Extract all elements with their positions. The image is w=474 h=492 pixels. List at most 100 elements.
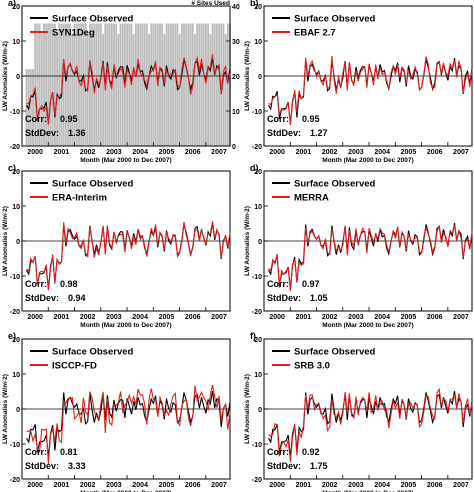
sites-bar <box>91 23 94 146</box>
sites-bar <box>99 23 102 146</box>
panel-label: a) <box>8 0 16 8</box>
y-tick-label: 20 <box>12 169 20 176</box>
sites-bar <box>126 23 129 146</box>
x-axis-label: Month (Mar 2000 to Dec 2007) <box>322 322 413 329</box>
y-tick-label: -20 <box>10 144 20 151</box>
corr-value: 0.98 <box>60 279 78 289</box>
x-tick-label: 2002 <box>322 482 338 489</box>
legend-label: Surface Observed <box>52 347 134 358</box>
y-axis-label: LW Anomalies (W/m-2) <box>2 206 9 276</box>
stddev-value: 3.33 <box>68 461 86 471</box>
y2-tick-label: 10 <box>232 109 240 116</box>
x-axis-label: Month (Mar 2000 to Dec 2007) <box>322 157 413 164</box>
x-tick-label: 2003 <box>348 149 364 156</box>
sites-bar <box>139 23 142 146</box>
sites-bar <box>67 23 69 146</box>
y-tick-label: -10 <box>10 442 20 449</box>
sites-bar <box>73 23 76 146</box>
y2-tick-label: 40 <box>232 4 240 11</box>
y-tick-label: 10 <box>12 372 20 379</box>
sites-bar <box>180 23 183 146</box>
panel-b: -20 -10 0 10 20 2000 2001 2002 2003 2004 2005 2006 2… <box>244 0 473 164</box>
corr-label: Corr: <box>25 447 47 457</box>
sites-bar <box>134 23 137 146</box>
sites-bar <box>117 34 120 146</box>
y-tick-label: 10 <box>254 204 262 211</box>
x-tick-label: 2007 <box>211 149 227 156</box>
x-tick-label: 2002 <box>80 314 96 321</box>
x-tick-label: 2001 <box>296 314 312 321</box>
x-tick-label: 2006 <box>427 149 443 156</box>
sites-bar <box>47 23 50 146</box>
sites-bar <box>215 23 218 146</box>
sites-bar <box>202 23 205 146</box>
sites-bar <box>84 23 87 146</box>
y2-tick-label: 30 <box>232 39 240 46</box>
sites-bar <box>69 23 72 146</box>
corr-value: 0.95 <box>302 114 320 124</box>
sites-bar <box>45 23 48 146</box>
x-tick-label: 2003 <box>106 149 122 156</box>
x-axis-label: Month (Mar 2000 to Dec 2007) <box>80 157 171 164</box>
panel-d: -20 -10 0 10 20 2000 2001 2002 2003 2004 2005 2006 2… <box>244 163 473 329</box>
corr-value: 0.95 <box>60 114 78 124</box>
sites-bar <box>119 23 122 146</box>
sites-bar <box>169 23 172 146</box>
x-tick-label: 2004 <box>374 314 390 321</box>
y-axis-label: LW Anomalies (W/m-2) <box>2 41 9 111</box>
sites-bar <box>178 34 181 146</box>
x-tick-label: 2002 <box>80 482 96 489</box>
y-tick-label: -10 <box>10 274 20 281</box>
stddev-value: 1.75 <box>310 461 328 471</box>
series-line-product <box>26 54 231 125</box>
x-tick-label: 2000 <box>27 314 43 321</box>
sites-bar <box>161 23 164 146</box>
sites-bar <box>113 23 115 146</box>
sites-bar <box>25 69 28 146</box>
x-tick-label: 2006 <box>185 482 201 489</box>
y-axis-label: LW Anomalies (W/m-2) <box>244 374 251 444</box>
sites-bar <box>220 23 223 146</box>
sites-bar <box>224 34 227 146</box>
sites-bar <box>36 23 39 146</box>
y-tick-label: -10 <box>10 109 20 116</box>
stddev-value: 1.05 <box>310 293 328 303</box>
sites-bar <box>159 23 161 146</box>
y-tick-label: 10 <box>254 372 262 379</box>
sites-bar <box>128 23 131 146</box>
y-tick-label: -10 <box>252 442 262 449</box>
y-tick-label: 20 <box>254 4 262 11</box>
sites-bar <box>132 34 135 146</box>
series-line-surface-observed <box>26 58 231 125</box>
x-tick-label: 2005 <box>401 314 417 321</box>
legend-label: Surface Observed <box>52 179 134 190</box>
legend-label: ERA-Interim <box>52 193 107 204</box>
x-tick-label: 2001 <box>54 149 70 156</box>
y-tick-label: 10 <box>12 39 20 46</box>
x-tick-label: 2004 <box>374 149 390 156</box>
series-line-product <box>268 224 473 291</box>
y-tick-label: -20 <box>252 144 262 151</box>
legend-label: EBAF 2.7 <box>294 28 336 39</box>
x-tick-label: 2005 <box>159 149 175 156</box>
x-tick-label: 2006 <box>185 149 201 156</box>
stddev-value: 1.27 <box>310 128 328 138</box>
stddev-label: StdDev: <box>25 461 59 471</box>
series-line-product <box>268 387 473 462</box>
sites-bar <box>38 23 41 146</box>
sites-bar <box>141 23 144 146</box>
panel-f: -20 -10 0 10 20 2000 2001 2002 2003 2004 2005 2006 2… <box>244 331 473 492</box>
x-tick-label: 2000 <box>27 482 43 489</box>
corr-label: Corr: <box>267 279 289 289</box>
sites-bar <box>58 23 61 146</box>
x-axis-label: Month (Mar 2000 to Dec 2007) <box>80 490 171 492</box>
sites-bar <box>150 23 153 146</box>
sites-bar <box>115 23 118 146</box>
sites-bar <box>183 23 185 146</box>
x-axis-label: Month (Mar 2000 to Dec 2007) <box>80 322 171 329</box>
x-tick-label: 2002 <box>322 149 338 156</box>
sites-bar <box>163 34 166 146</box>
panel-label: d) <box>250 163 259 173</box>
x-tick-label: 2002 <box>80 149 96 156</box>
